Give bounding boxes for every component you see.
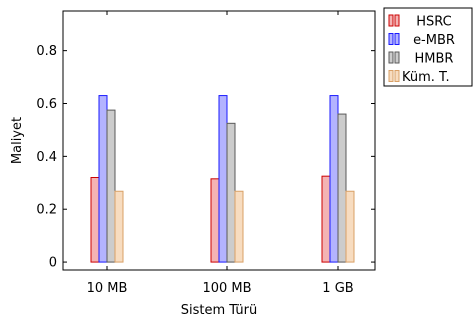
x-tick-label: 1 GB [322,281,353,296]
bar [234,190,244,263]
bar [210,178,220,263]
bar [226,122,236,263]
y-tick-label: 0.6 [36,97,57,112]
x-tick-label: 100 MB [202,281,251,296]
plot-area: 0 0.2 0.4 0.6 0.8 10 MB 100 MB 1 GB Sistem Türü M… [10,10,376,318]
axes-frame [62,10,376,271]
bar [321,175,331,263]
y-tick-label: 0.8 [36,44,57,59]
bar [90,177,100,263]
legend-swatch [394,33,400,45]
legend-swatch [388,33,394,45]
y-tick-label: 0 [49,256,57,271]
bar [106,109,116,263]
bar [329,95,339,263]
bar [345,190,355,263]
legend-swatch [388,70,394,82]
legend-swatch [394,70,400,82]
y-tick-label: 0.2 [36,203,57,218]
legend-swatch [388,51,394,64]
bar [337,113,347,263]
legend-entry: HMBR [415,52,454,67]
legend-entry: HSRC [416,15,452,30]
legend-entry: e-MBR [413,33,455,48]
bar [98,95,108,263]
bar [114,190,124,263]
legend-swatch [394,51,400,64]
legend: HSRC e-MBR HMBR Küm. T. [383,7,473,87]
y-axis-label: Maliyet [10,117,25,164]
x-tick-label: 10 MB [87,281,128,296]
x-axis-label: Sistem Türü [181,303,258,318]
y-tick-label: 0.4 [36,150,57,165]
bar [218,95,228,263]
legend-entry: Küm. T. [402,70,450,85]
legend-swatch [394,14,400,27]
legend-swatch [388,14,394,27]
